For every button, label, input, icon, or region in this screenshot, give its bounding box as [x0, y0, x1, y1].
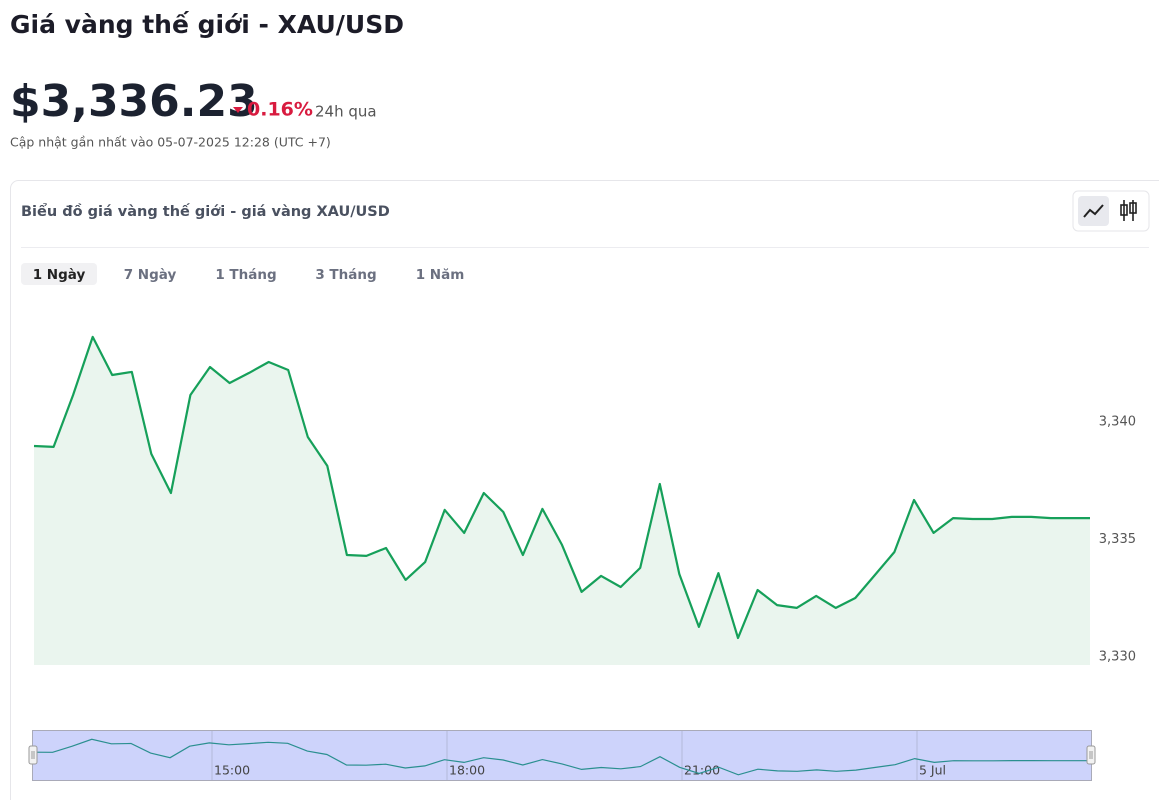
change-period: 24h qua: [315, 103, 377, 121]
y-tick-label: 3,340: [1099, 414, 1136, 429]
updated-time: Cập nhật gần nhất vào 05-07-2025 12:28 (…: [10, 135, 331, 150]
navigator-label: 5 Jul: [919, 763, 946, 778]
range-tab[interactable]: 1 Năm: [416, 267, 465, 283]
price: $3,336.23: [10, 76, 258, 127]
line-chart-button[interactable]: [1078, 196, 1109, 226]
y-tick-label: 3,330: [1099, 650, 1136, 665]
page-title: Giá vàng thế giới - XAU/USD: [10, 10, 404, 39]
range-tab[interactable]: 7 Ngày: [124, 267, 177, 283]
navigator-handle[interactable]: [1087, 746, 1095, 764]
navigator-label: 15:00: [214, 763, 250, 778]
card-title: Biểu đồ giá vàng thế giới - giá vàng XAU…: [21, 203, 390, 220]
y-tick-label: 3,335: [1099, 532, 1136, 547]
range-tab[interactable]: 1 Tháng: [215, 267, 276, 283]
range-tab[interactable]: 1 Ngày: [33, 267, 86, 283]
price-change: 0.16%: [247, 99, 313, 121]
navigator-label: 18:00: [449, 763, 485, 778]
navigator-handle[interactable]: [29, 746, 37, 764]
range-tab[interactable]: 3 Tháng: [315, 267, 376, 283]
